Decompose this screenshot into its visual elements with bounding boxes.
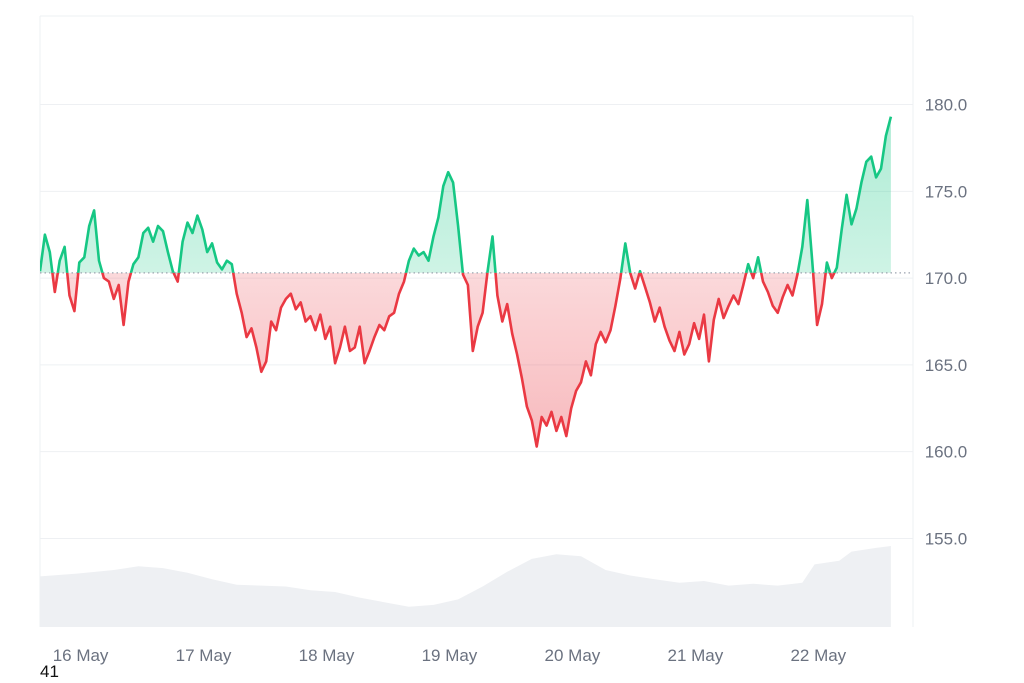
price-line-up bbox=[40, 116, 893, 273]
area-layer bbox=[40, 116, 891, 447]
line-layer bbox=[40, 116, 913, 448]
y-tick-label: 180.0 bbox=[925, 96, 968, 115]
x-tick-label: 19 May bbox=[422, 646, 478, 665]
x-tick-label: 17 May bbox=[176, 646, 232, 665]
x-tick-label: 18 May bbox=[299, 646, 355, 665]
volume-layer bbox=[40, 546, 891, 627]
y-tick-label: 175.0 bbox=[925, 182, 968, 201]
area-above-baseline bbox=[40, 116, 891, 273]
y-tick-label: 160.0 bbox=[925, 443, 968, 462]
x-tick-label: 22 May bbox=[790, 646, 846, 665]
price-line-down bbox=[51, 272, 836, 448]
y-tick-label: 165.0 bbox=[925, 356, 968, 375]
footer-note: 41 bbox=[40, 662, 59, 681]
x-tick-label: 16 May bbox=[53, 646, 109, 665]
grid-layer bbox=[39, 15, 914, 627]
y-tick-label: 170.0 bbox=[925, 269, 968, 288]
axis-layer: 155.0 160.0 165.0 170.0 175.0 180.0 16 May 17 M… bbox=[53, 96, 968, 665]
x-tick-label: 21 May bbox=[667, 646, 723, 665]
volume-area bbox=[40, 546, 891, 627]
y-tick-label: 155.0 bbox=[925, 529, 968, 548]
x-tick-label: 20 May bbox=[545, 646, 601, 665]
area-below-baseline bbox=[40, 272, 891, 447]
